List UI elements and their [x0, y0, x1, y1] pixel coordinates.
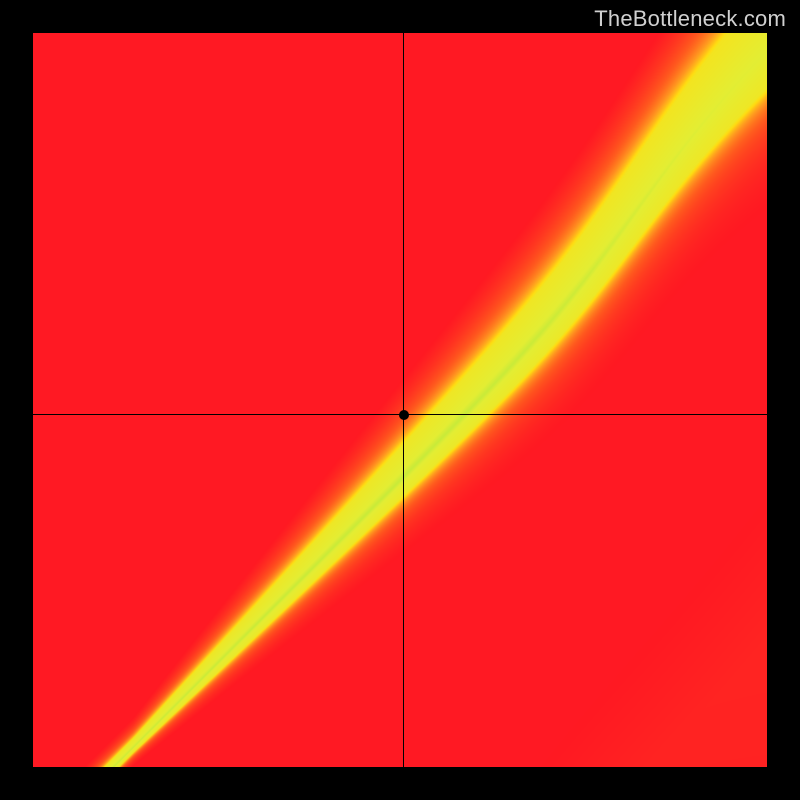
heatmap-canvas: [33, 33, 767, 767]
crosshair-vertical: [403, 33, 404, 767]
heatmap-plot: [33, 33, 767, 767]
watermark-text: TheBottleneck.com: [594, 6, 786, 32]
chart-frame: TheBottleneck.com: [0, 0, 800, 800]
crosshair-marker: [399, 410, 409, 420]
